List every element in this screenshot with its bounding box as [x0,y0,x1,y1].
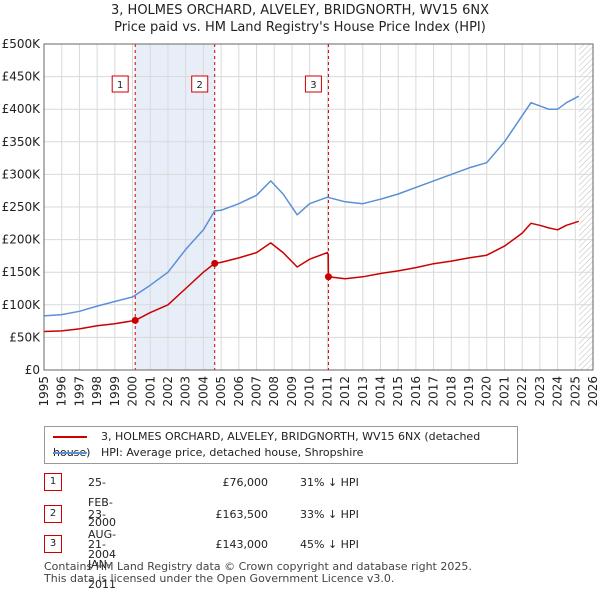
x-tick-label: 2011 [320,376,334,407]
x-tick-label: 2019 [462,376,476,407]
x-tick-label: 2017 [427,376,441,407]
x-tick-label: 2016 [409,376,423,407]
y-tick-label: £100K [2,298,42,312]
y-tick-label: £150K [2,265,42,279]
x-tick-label: 2012 [338,376,352,407]
x-tick-label: 1996 [55,376,69,407]
x-tick-label: 2000 [126,376,140,407]
x-tick-label: 2014 [373,376,387,407]
sale-number-badge: 2 [44,505,62,523]
sale-date: 21-JAN-2011 [88,538,116,591]
sale-label-number: 2 [197,80,203,91]
x-tick-label: 1997 [72,376,86,407]
y-tick-label: £200K [2,233,42,247]
y-tick-label: £500K [2,37,42,51]
footer-licence: This data is licensed under the Open Gov… [44,572,395,585]
x-tick-label: 1999 [108,376,122,407]
x-tick-label: 2015 [391,376,405,407]
x-tick-label: 2007 [250,376,264,407]
sale-price: £76,000 [222,476,269,489]
x-tick-label: 2001 [143,376,157,407]
x-tick-label: 2009 [285,376,299,407]
sale-label-box [191,75,209,93]
legend-label-hpi: HPI: Average price, detached house, Shro… [101,446,364,459]
property-price-line [43,220,580,333]
legend-swatch-property [53,436,87,438]
y-tick-label: £250K [2,200,42,214]
chart-subtitle: Price paid vs. HM Land Registry's House … [114,20,486,35]
hpi-line [43,95,580,317]
x-tick-label: 2020 [480,376,494,407]
x-tick-label: 2008 [267,376,281,407]
x-tick-label: 1998 [90,376,104,407]
sale-number-badge: 1 [44,473,62,491]
y-tick-label: £300K [2,167,42,181]
sale-price: £143,000 [215,538,269,551]
y-tick-label: £450K [2,70,42,84]
x-tick-label: 2026 [586,376,600,407]
x-tick-label: 2021 [497,376,511,407]
sale-point [211,259,219,267]
x-tick-label: 2005 [214,376,228,407]
legend-item-hpi: HPI: Average price, detached house, Shro… [53,445,363,461]
x-tick-label: 2004 [196,376,210,407]
sale-label-number: 3 [310,80,316,91]
plot-frame [43,43,594,371]
y-tick-label: £0 [25,363,40,377]
sale-hpi-diff: 31% ↓ HPI [300,476,359,489]
sale-point [131,316,139,324]
chart-legend: 3, HOLMES ORCHARD, ALVELEY, BRIDGNORTH, … [44,426,518,464]
sale-date: 23-AUG-2004 [88,508,117,561]
sale-label-box [304,75,322,93]
sale-price: £163,500 [215,508,269,521]
sale-label-box [111,75,129,93]
sale-hpi-diff: 45% ↓ HPI [300,538,359,551]
legend-swatch-hpi [53,452,87,454]
y-tick-label: £350K [2,135,42,149]
x-tick-label: 2010 [303,376,317,407]
legend-item-property: 3, HOLMES ORCHARD, ALVELEY, BRIDGNORTH, … [53,429,517,459]
x-tick-label: 2022 [515,376,529,407]
y-tick-label: £400K [2,102,42,116]
x-tick-label: 2003 [179,376,193,407]
x-tick-label: 1995 [37,376,51,407]
sale-date: 25-FEB-2000 [88,476,116,529]
sale-point [324,273,332,281]
x-tick-label: 2013 [356,376,370,407]
sale-number-badge: 3 [44,535,62,553]
sale-label-number: 1 [117,80,123,91]
x-tick-label: 2025 [568,376,582,407]
y-tick-label: £50K [9,330,41,344]
price-chart: £0 £50K £100K £150K £200K £250K £300K £350K £400… [2,37,600,407]
x-tick-label: 2006 [232,376,246,407]
chart-title: 3, HOLMES ORCHARD, ALVELEY, BRIDGNORTH, … [111,3,489,18]
sale-hpi-diff: 33% ↓ HPI [300,508,359,521]
x-tick-label: 2002 [161,376,175,407]
x-tick-label: 2023 [533,376,547,407]
x-tick-label: 2018 [444,376,458,407]
x-tick-label: 2024 [551,376,565,407]
footer-copyright: Contains HM Land Registry data © Crown c… [44,560,472,573]
